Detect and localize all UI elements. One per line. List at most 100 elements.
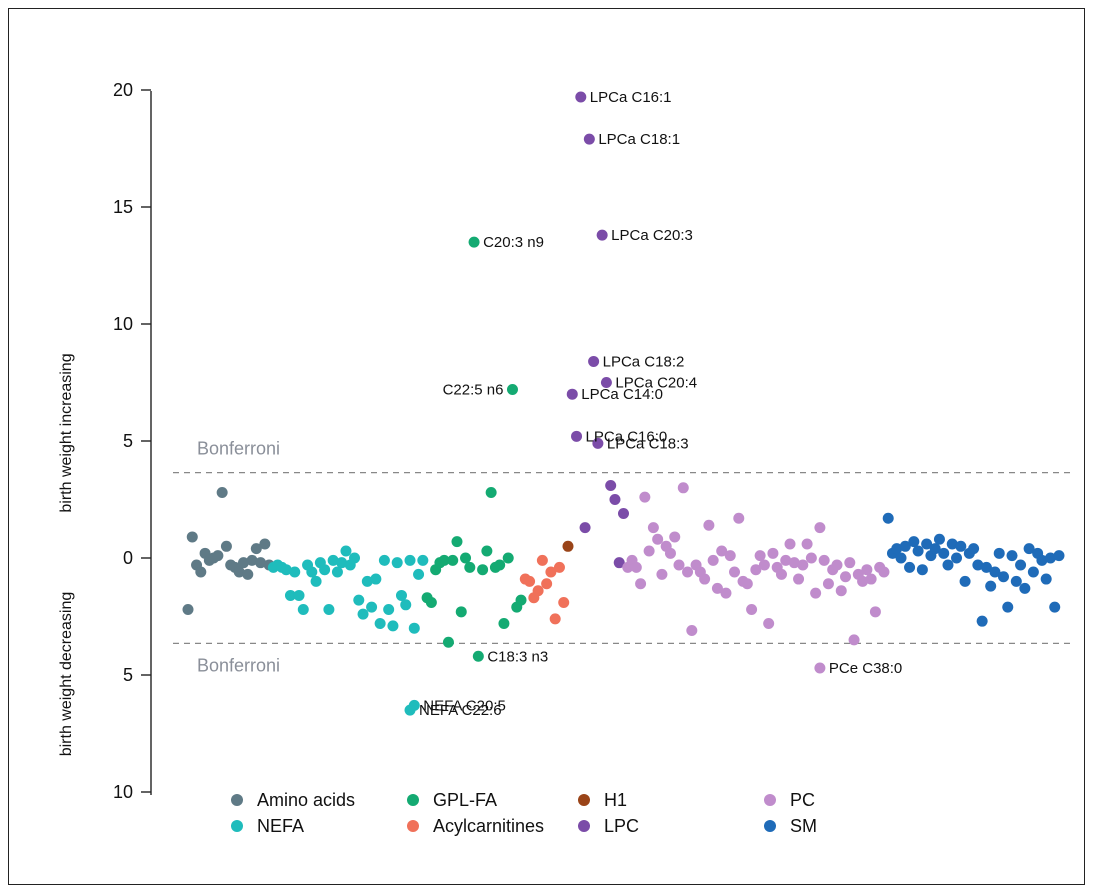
data-point [220,540,232,552]
data-point [865,573,877,585]
data-point [562,540,574,552]
data-point [1040,573,1052,585]
data-point [673,559,685,571]
legend-swatch [231,794,243,806]
data-point [216,486,228,498]
data-point [259,538,271,550]
data-point [643,545,655,557]
data-point [703,519,715,531]
data-point [506,384,518,396]
data-point [1053,550,1065,562]
data-point [1010,575,1022,587]
data-point [938,547,950,559]
y-tick-label: 5 [123,431,133,451]
data-point [438,554,450,566]
data-point [592,437,604,449]
data-point [613,557,625,569]
data-point [447,554,459,566]
data-point [541,578,553,590]
point-annotation: LPCa C14:0 [581,386,663,403]
data-point [618,508,629,520]
data-point [284,589,296,601]
data-point [558,596,570,608]
data-point [1002,601,1014,613]
data-point [669,531,681,543]
data-point [797,559,809,571]
legend-swatch [578,820,590,832]
data-point [1023,543,1035,555]
data-point [383,603,395,615]
data-point [840,571,852,583]
legend-label: GPL-FA [433,790,497,810]
data-point [477,564,489,576]
data-point [656,568,668,580]
data-point [579,522,591,534]
point-annotation: LPCa C18:2 [603,353,685,370]
data-point [959,575,971,587]
data-point [707,554,719,566]
data-point [391,557,403,569]
bonferroni-label: Bonferroni [197,439,280,459]
legend-label: SM [790,816,817,836]
data-point [711,582,723,594]
data-point [1036,554,1048,566]
legend-swatch [764,820,776,832]
data-point [1015,559,1027,571]
data-point [908,536,920,548]
data-point [494,559,506,571]
data-point [639,491,651,503]
data-point [814,522,826,534]
data-point [468,236,480,248]
data-point [238,557,250,569]
data-point [289,566,301,578]
data-point [327,554,339,566]
legend-label: LPC [604,816,639,836]
data-point [250,543,262,555]
scatter-plot: 20 15 10 5 0 5 10 birth weight increasing birt… [58,80,1072,836]
data-point [413,568,425,580]
data-point [186,531,198,543]
data-point [805,552,817,564]
data-point [831,559,843,571]
legend-label: NEFA [257,816,304,836]
data-point [741,578,753,590]
data-point [857,575,869,587]
legend-label: H1 [604,790,627,810]
data-point [1027,566,1039,578]
data-point [818,554,830,566]
legend: Amino acids NEFA GPL-FA Acylcarnitines H1 LPC… [231,790,817,836]
data-point [788,557,800,569]
data-point [793,573,805,585]
data-point [716,545,728,557]
data-point [605,479,617,491]
data-point [822,578,834,590]
data-point [993,547,1005,559]
data-point [844,557,856,569]
data-point [481,545,493,557]
data-point [942,559,954,571]
legend-swatch [407,794,419,806]
y-tick-label: 5 [123,665,133,685]
data-point [319,564,331,576]
data-point [980,561,992,573]
data-point [946,538,958,550]
data-point [400,599,412,611]
data-point [801,538,813,550]
data-point [532,585,544,597]
y-axis-ticks: 20 15 10 5 0 5 10 [113,80,151,802]
point-annotation: NEFA C22:6 [419,702,502,719]
data-point [233,566,245,578]
data-point [985,580,997,592]
data-point [323,603,335,615]
data-point [699,573,711,585]
data-point [374,618,386,630]
data-point [387,620,399,632]
data-point [686,625,698,637]
data-point [349,552,361,564]
data-point [195,566,207,578]
point-annotation: LPCa C20:4 [615,375,697,392]
data-point [498,618,510,630]
data-point [515,594,527,606]
data-point [464,561,476,573]
y-tick-label: 20 [113,80,133,100]
